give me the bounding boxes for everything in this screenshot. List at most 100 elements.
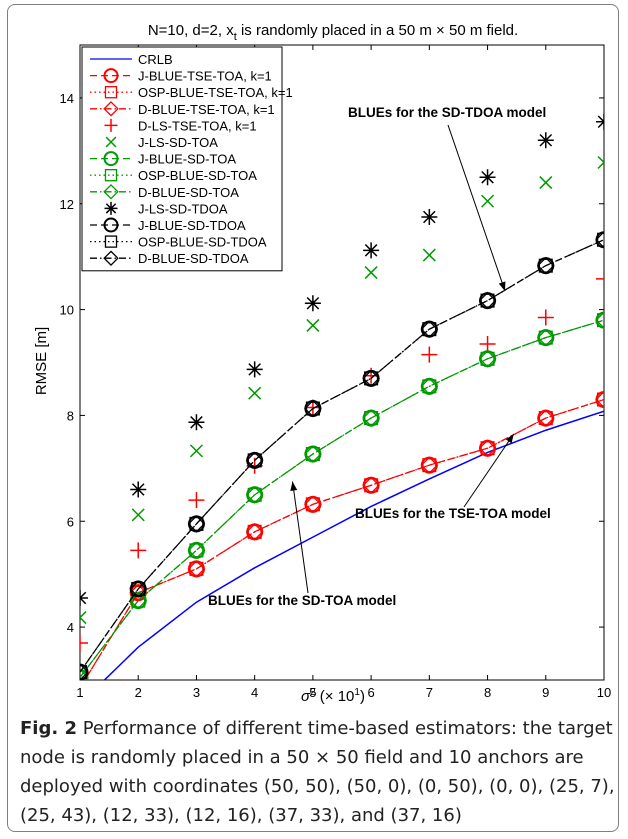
legend-entry: D-BLUE-SD-TDOA [90, 250, 249, 266]
data-point [187, 515, 206, 533]
data-point [538, 330, 553, 345]
annotation-label: BLUEs for the SD-TDOA model [348, 105, 546, 120]
data-point [129, 583, 148, 602]
annotation-arrowhead [505, 433, 514, 444]
data-point [131, 508, 145, 522]
data-point [247, 524, 262, 539]
legend-entry: J-BLUE-TSE-TOA, k=1 [90, 68, 272, 84]
series-line [84, 398, 604, 680]
data-point [80, 663, 89, 680]
legend-marker [103, 151, 119, 167]
legend-label: D-BLUE-SD-TOA [138, 185, 239, 200]
data-point [539, 176, 553, 190]
data-point [596, 392, 604, 407]
data-point [480, 441, 495, 456]
data-point [187, 560, 206, 578]
data-point [189, 516, 204, 531]
data-point [421, 346, 438, 363]
data-point [246, 361, 263, 378]
series-d-blue-tse-toa-k-1 [80, 390, 604, 680]
data-point [130, 481, 147, 498]
data-point [364, 266, 378, 280]
legend-marker [104, 235, 118, 248]
annotation-arrow [447, 124, 506, 292]
annotation-arrowhead [290, 481, 298, 491]
series-line [80, 239, 604, 673]
data-point [364, 411, 379, 426]
legend-marker [103, 184, 119, 200]
data-point [80, 665, 88, 680]
legend-marker [104, 118, 118, 132]
legend-label: J-BLUE-SD-TDOA [138, 218, 246, 233]
x-tick-label: 1 [76, 685, 83, 700]
x-tick-label: 10 [597, 685, 611, 700]
data-point [595, 311, 604, 329]
data-point [596, 113, 604, 130]
series-d-blue-sd-toa [80, 311, 604, 680]
data-point [245, 485, 264, 504]
legend-entry: D-BLUE-SD-TOA [90, 184, 239, 200]
series-line [80, 319, 604, 678]
data-point [362, 409, 380, 427]
legend-entry: D-LS-TSE-TOA, k=1 [104, 118, 257, 133]
legend-label: OSP-BLUE-TSE-TOA, k=1 [138, 85, 293, 100]
legend-label: OSP-BLUE-SD-TOA [138, 168, 257, 183]
data-point [306, 318, 320, 332]
annotation-arrowhead [498, 281, 506, 292]
x-tick-label: 7 [426, 685, 433, 700]
caption-line: (25, 43), (12, 33), (12, 16), (37, 33), … [20, 805, 462, 826]
data-point [130, 542, 147, 559]
figure-frame [7, 4, 619, 832]
x-tick-label: 5 [309, 685, 316, 700]
data-point [362, 476, 380, 495]
series-line [103, 410, 604, 680]
legend-label: D-BLUE-TSE-TOA, k=1 [138, 102, 275, 117]
data-point [304, 445, 322, 463]
legend-entry: CRLB [90, 52, 173, 67]
legend-label: J-LS-SD-TDOA [138, 201, 228, 216]
data-point [536, 328, 555, 347]
data-point [188, 492, 205, 509]
data-point [364, 478, 379, 493]
legend-marker [103, 217, 119, 233]
data-point [247, 453, 262, 468]
data-point [129, 580, 148, 598]
caption-label: Fig. 2 [20, 718, 77, 739]
data-point [187, 541, 206, 560]
data-point [304, 295, 321, 312]
legend-marker [103, 101, 119, 117]
data-point [596, 270, 604, 287]
data-point [131, 593, 146, 608]
legend-marker [103, 250, 119, 266]
series-crlb [103, 410, 604, 680]
data-point [479, 169, 496, 186]
data-point [596, 313, 604, 328]
data-point [480, 351, 495, 366]
legend: CRLB J-BLUE-TSE-TOA, k=1OSP-BLUE-TSE-TOA,… [81, 46, 293, 272]
annotation-label: BLUEs for the SD-TOA model [208, 593, 396, 608]
y-tick-label: 14 [60, 91, 74, 106]
data-point [422, 322, 437, 337]
data-point [189, 444, 203, 458]
data-point [131, 581, 146, 597]
legend-label: J-LS-SD-TOA [138, 135, 218, 150]
series-d-ls-tse-toa-k-1 [80, 270, 604, 651]
legend-entry: J-LS-SD-TDOA [104, 201, 228, 216]
data-point [245, 523, 264, 541]
data-point [189, 543, 204, 558]
legend-marker [104, 201, 118, 215]
x-axis: 1 2 3 4 5 6 7 8 9 10 [76, 45, 611, 700]
data-point [596, 232, 604, 247]
data-point [422, 248, 436, 262]
legend-entry: OSP-BLUE-SD-TOA [90, 168, 257, 183]
legend-entry: OSP-BLUE-TSE-TOA, k=1 [90, 85, 293, 100]
data-point [595, 230, 604, 249]
annotation-layer: BLUEs for the SD-TDOA model BLUEs for the… [208, 105, 551, 608]
series-layer [80, 113, 604, 680]
x-tick-label: 4 [251, 685, 258, 700]
data-point [538, 411, 553, 426]
x-tick-label: 2 [135, 685, 142, 700]
data-point [537, 132, 554, 149]
data-point [479, 335, 496, 352]
annotation-label: BLUEs for the TSE-TOA model [355, 506, 551, 521]
